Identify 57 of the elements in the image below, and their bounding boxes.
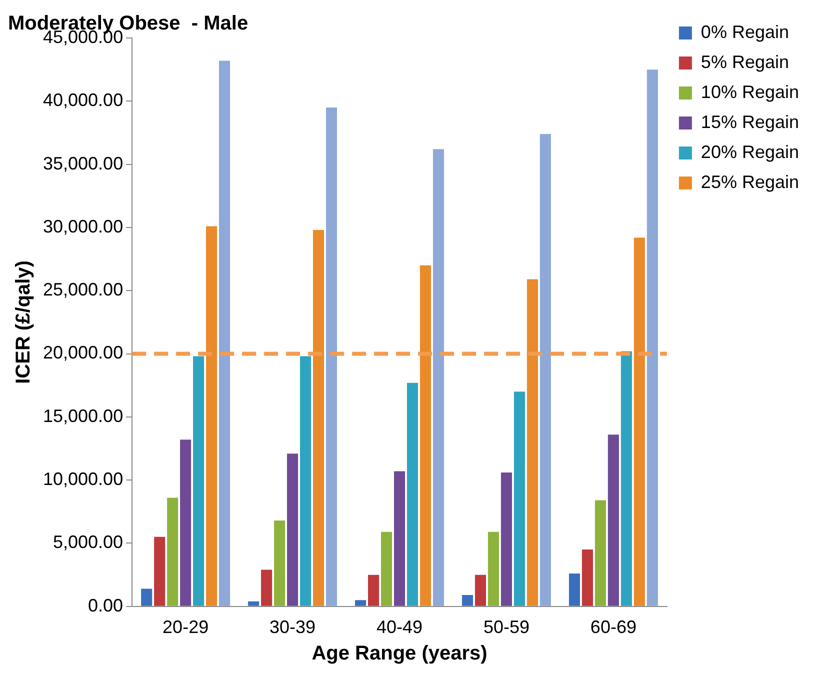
- bar: [646, 70, 658, 606]
- bar: [287, 454, 298, 606]
- bar: [180, 440, 192, 606]
- legend-label: 0% Regain: [700, 22, 789, 42]
- bar: [326, 107, 338, 606]
- legend-label: 20% Regain: [700, 142, 800, 162]
- bar: [568, 574, 580, 606]
- x-tick-label: 60-69: [590, 617, 636, 638]
- bar: [380, 532, 392, 606]
- y-tick-label: 10,000.00: [43, 469, 124, 490]
- bar: [514, 392, 525, 606]
- bar: [219, 60, 230, 606]
- bar: [540, 134, 551, 606]
- y-tick-label: 0.00: [88, 595, 124, 616]
- bar: [141, 588, 152, 606]
- y-tick-label: 25,000.00: [43, 280, 124, 300]
- x-tick-label: 40-49: [376, 617, 423, 638]
- bar: [474, 574, 486, 606]
- y-axis-title: ICER (£/qaly): [12, 260, 35, 384]
- x-tick-label: 20-29: [162, 617, 209, 638]
- bar: [620, 351, 632, 606]
- bar: [355, 600, 366, 606]
- bar: [582, 550, 593, 606]
- bar: [193, 356, 204, 606]
- bar: [462, 595, 474, 606]
- bar: [154, 536, 166, 606]
- bar: [406, 382, 418, 606]
- legend-label: 5% Regain: [700, 52, 789, 72]
- bar: [312, 230, 324, 606]
- y-tick-label: 15,000.00: [43, 406, 124, 426]
- bar: [488, 532, 500, 606]
- y-tick-label: 20,000.00: [43, 342, 124, 363]
- legend-label: 25% Regain: [700, 172, 800, 192]
- bar: [432, 149, 444, 606]
- bar: [248, 601, 260, 606]
- y-tick-label: 40,000.00: [43, 90, 124, 110]
- y-tick-label: 5,000.00: [53, 532, 124, 552]
- bar: [420, 265, 432, 606]
- x-tick-label: 50-59: [483, 617, 530, 638]
- bar: [608, 434, 619, 606]
- legend-label: 15% Regain: [700, 112, 800, 132]
- bar: [368, 574, 380, 606]
- y-tick-label: 35,000.00: [43, 153, 124, 174]
- bar: [167, 498, 178, 606]
- bar: [594, 500, 606, 606]
- bar: [300, 356, 312, 606]
- bar: [274, 520, 286, 606]
- bar: [206, 226, 218, 606]
- x-axis-title: Age Range (years): [312, 642, 488, 665]
- bar: [526, 279, 538, 606]
- x-tick-label: 30-39: [270, 617, 316, 638]
- y-tick-label: 30,000.00: [43, 216, 124, 236]
- bar: [634, 238, 645, 606]
- bar: [261, 570, 272, 606]
- legend-label: 10% Regain: [700, 82, 800, 102]
- bar: [394, 471, 406, 606]
- bar: [500, 472, 512, 606]
